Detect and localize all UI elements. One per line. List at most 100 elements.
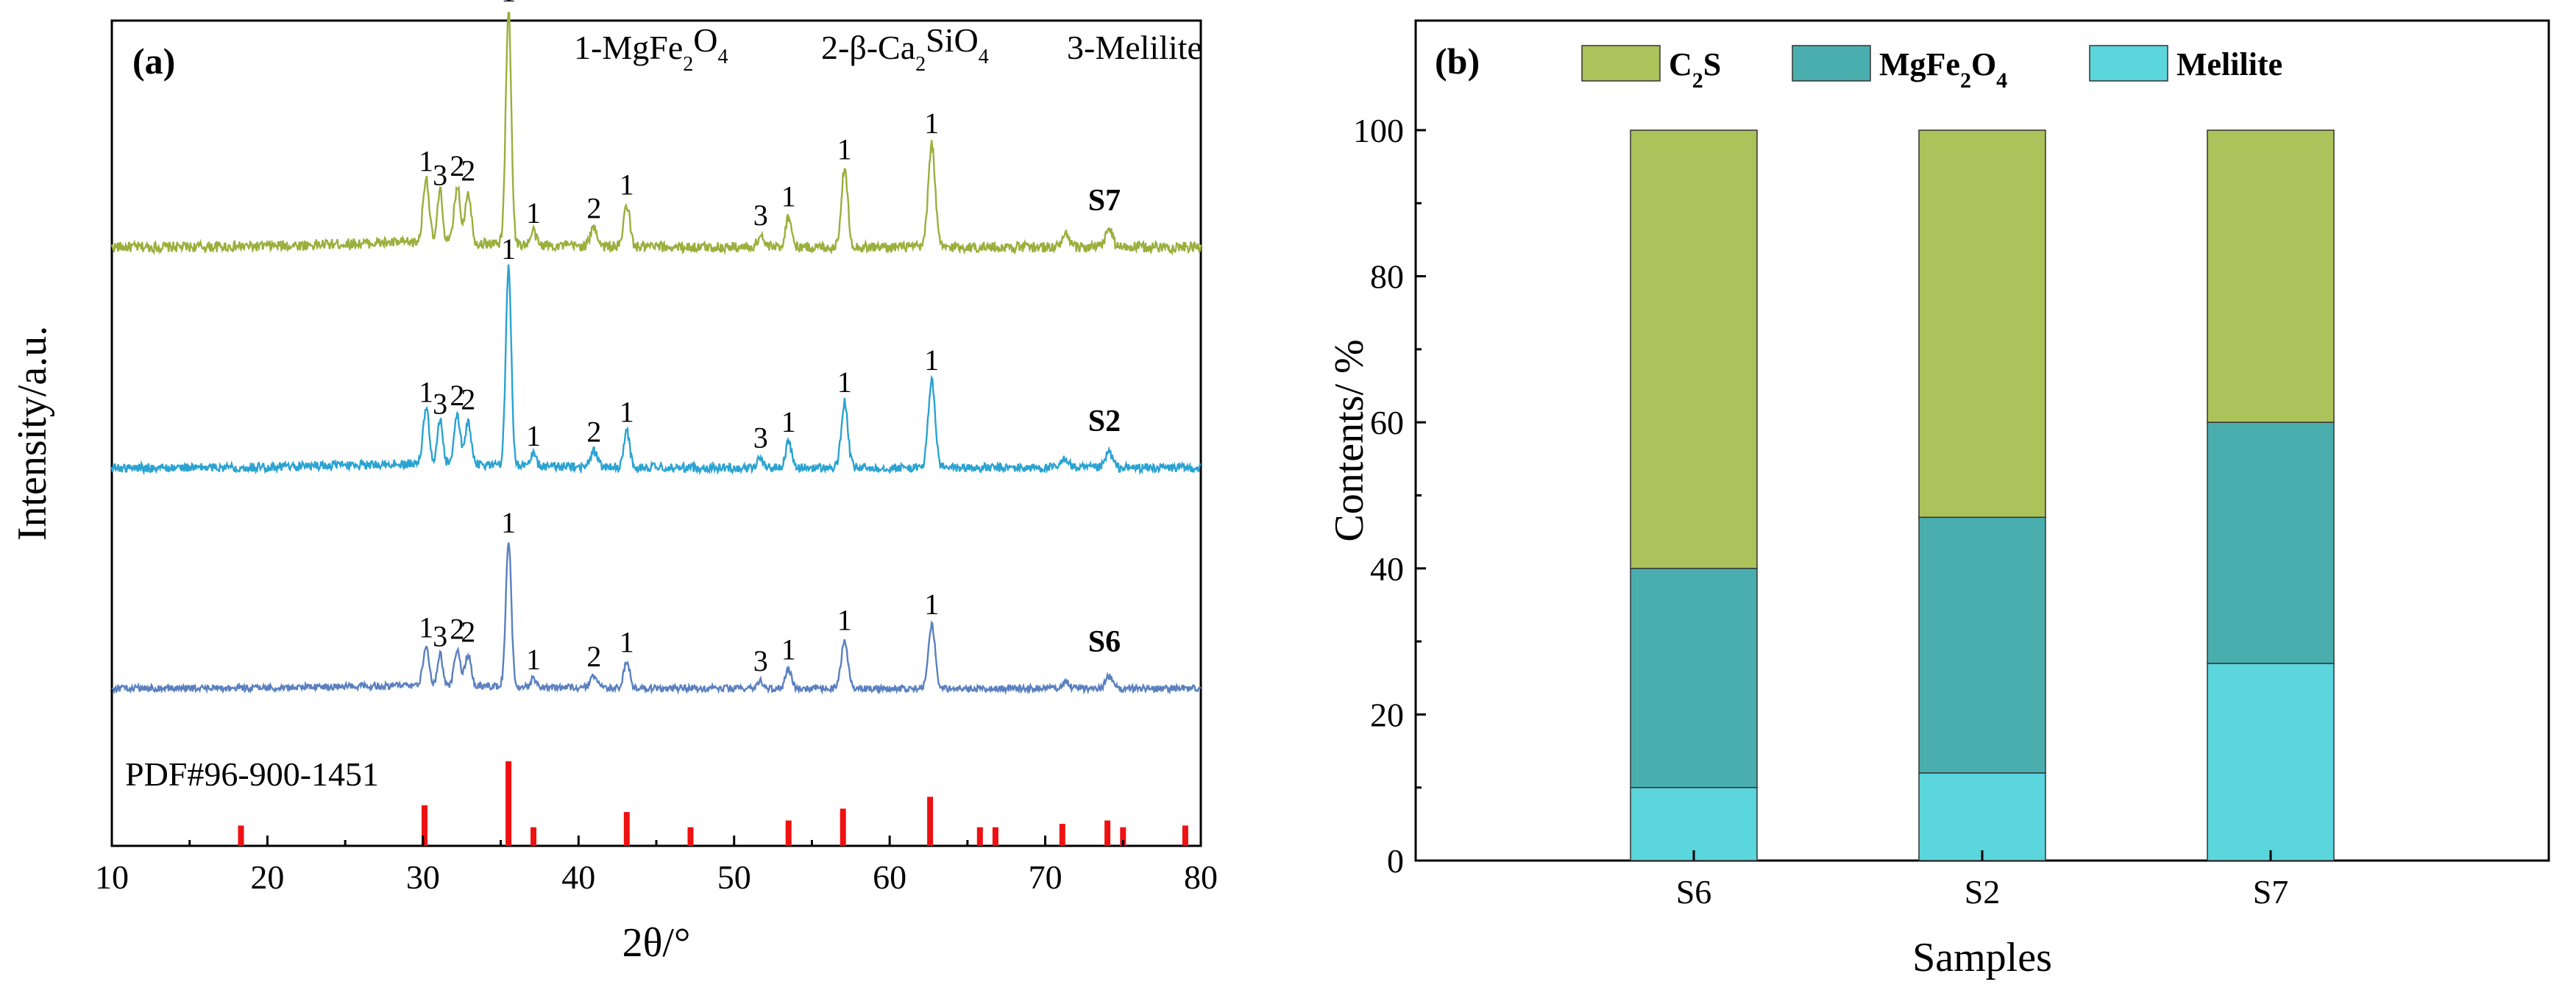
composition-y-tick-label-80: 80 <box>1370 258 1404 296</box>
peak-label-s2-1: 3 <box>433 388 447 421</box>
xrd-x-tick-label-60: 60 <box>873 858 906 896</box>
reference-card-label: PDF#96-900-1451 <box>125 755 379 793</box>
peak-label-s6-1: 3 <box>433 619 447 652</box>
xrd-panel: (a) 1-MgFe2O4 2-β-Ca2SiO4 3-Melilite 1 3 221… <box>10 0 1218 966</box>
xrd-legend: 1-MgFe2O4 2-β-Ca2SiO4 3-Melilite <box>574 21 1202 76</box>
xrd-pattern-s7 <box>110 11 1202 256</box>
xrd-plot-frame <box>110 19 1202 847</box>
xrd-x-axis: 10 20 30 40 50 60 70 80 <box>95 836 1218 896</box>
reference-line-2 <box>505 761 512 846</box>
reference-line-14 <box>1182 825 1188 846</box>
composition-y-tick-label-40: 40 <box>1370 550 1404 588</box>
peak-label-s7-10: 1 <box>837 132 852 165</box>
xrd-legend-entry-2: 2-β-Ca2SiO4 <box>821 21 989 76</box>
reference-line-13 <box>1120 827 1126 846</box>
composition-panel-label: (b) <box>1435 40 1480 82</box>
composition-legend-entry-0: C2S <box>1581 45 1721 93</box>
composition-legend-label-2: Melilite <box>2176 46 2282 82</box>
bar-s2-melilite <box>1918 772 2046 861</box>
composition-panel: (b) C2S MgFe2O4 Melilite 0 20 40 60 80 100 S6 S2… <box>1327 19 2550 980</box>
peak-label-s7-5: 1 <box>526 196 541 229</box>
xrd-x-tick-label-20: 20 <box>250 858 284 896</box>
xrd-series-s7: 132211213111S7 <box>110 0 1202 256</box>
peak-label-s7-7: 1 <box>620 168 634 201</box>
peak-label-s2-9: 1 <box>781 405 796 438</box>
peak-label-s6-4: 1 <box>501 506 516 539</box>
peak-label-s6-3: 2 <box>461 615 475 648</box>
composition-legend-entry-1: MgFe2O4 <box>1792 45 2007 93</box>
composition-y-tick-label-0: 0 <box>1387 842 1404 880</box>
composition-legend-swatch-0 <box>1581 45 1661 82</box>
series-name-s7: S7 <box>1088 184 1121 218</box>
peak-label-s7-4: 1 <box>501 0 516 8</box>
bar-s2-c2s <box>1918 129 2046 519</box>
peak-label-s7-2: 2 <box>450 149 464 182</box>
reference-line-5 <box>687 827 694 846</box>
composition-x-tick-label-s6: S6 <box>1676 873 1712 911</box>
composition-x-tick-label-s7: S7 <box>2253 873 2289 911</box>
composition-x-tick-label-s2: S2 <box>1965 873 2001 911</box>
bar-s7-melilite <box>2207 663 2335 861</box>
reference-line-10 <box>992 827 998 846</box>
xrd-x-tick-label-40: 40 <box>561 858 595 896</box>
bar-s7-mgfe2o4 <box>2207 421 2335 664</box>
composition-x-axis: S6 S2 S7 <box>1676 850 2289 911</box>
reference-line-1 <box>422 805 427 846</box>
peak-label-s6-8: 3 <box>753 644 768 677</box>
reference-line-9 <box>976 827 983 846</box>
composition-legend-label-1: MgFe2O4 <box>1879 46 2007 93</box>
peak-label-s6-5: 1 <box>526 643 541 676</box>
peak-label-s7-9: 1 <box>781 179 796 213</box>
peak-label-s7-11: 1 <box>924 107 939 140</box>
peak-label-s2-2: 2 <box>450 379 464 412</box>
peak-label-s2-4: 1 <box>501 232 516 266</box>
bar-s2-mgfe2o4 <box>1918 516 2046 774</box>
composition-bars <box>1630 129 2335 861</box>
composition-y-tick-label-20: 20 <box>1370 696 1404 733</box>
composition-y-tick-label-100: 100 <box>1353 112 1404 149</box>
reference-line-11 <box>1059 824 1065 846</box>
series-name-s2: S2 <box>1088 405 1121 438</box>
bar-s6-c2s <box>1630 129 1758 569</box>
peak-label-s6-11: 1 <box>924 588 939 621</box>
xrd-x-tick-label-70: 70 <box>1029 858 1062 896</box>
reference-line-8 <box>927 797 934 846</box>
xrd-pattern-s6 <box>111 542 1202 696</box>
reference-line-12 <box>1104 820 1111 846</box>
xrd-x-tick-label-80: 80 <box>1184 858 1218 896</box>
peak-label-s2-3: 2 <box>461 383 475 416</box>
xrd-pattern-s2 <box>110 264 1202 476</box>
xrd-legend-entry-3: 3-Melilite <box>1067 29 1202 66</box>
xrd-y-axis-label: Intensity/a.u. <box>10 326 55 541</box>
peak-label-s2-7: 1 <box>620 395 634 428</box>
peak-label-s7-0: 1 <box>419 144 433 177</box>
reference-line-6 <box>785 820 792 846</box>
peak-label-s7-1: 3 <box>433 159 447 192</box>
xrd-x-axis-label: 2θ/° <box>622 920 691 966</box>
composition-y-axis-label: Contents/ % <box>1327 339 1372 541</box>
composition-legend: C2S MgFe2O4 Melilite <box>1581 45 2282 93</box>
xrd-series-group: 132211213111S7132211213111S2132211213111… <box>110 0 1202 696</box>
composition-legend-label-0: C2S <box>1669 46 1721 93</box>
peak-label-s2-6: 2 <box>586 415 601 448</box>
reference-line-0 <box>238 825 244 846</box>
composition-legend-swatch-1 <box>1792 45 1871 82</box>
reference-line-4 <box>623 812 630 846</box>
peak-label-s7-6: 2 <box>586 191 601 224</box>
peak-label-s2-0: 1 <box>419 375 433 408</box>
bar-s6-mgfe2o4 <box>1630 568 1758 788</box>
xrd-x-tick-label-10: 10 <box>95 858 129 896</box>
peak-label-s2-11: 1 <box>924 343 939 377</box>
reference-line-7 <box>840 808 846 846</box>
composition-y-tick-label-60: 60 <box>1370 404 1404 441</box>
peak-label-s2-8: 3 <box>753 421 768 455</box>
peak-label-s7-8: 3 <box>753 199 768 232</box>
xrd-x-tick-label-50: 50 <box>717 858 751 896</box>
peak-label-s6-7: 1 <box>620 625 634 658</box>
composition-legend-swatch-2 <box>2089 45 2168 82</box>
xrd-x-tick-label-30: 30 <box>406 858 440 896</box>
reference-line-3 <box>531 827 536 846</box>
